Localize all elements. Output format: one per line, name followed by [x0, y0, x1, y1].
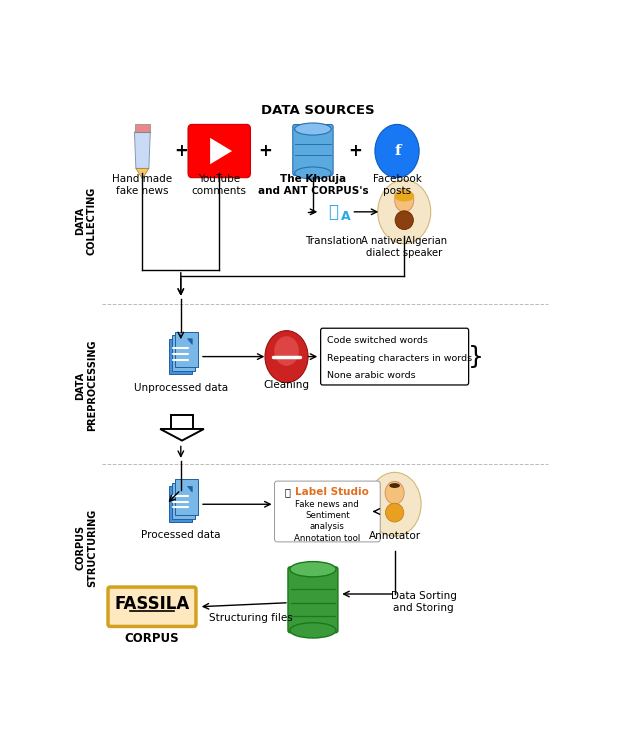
Text: CORPUS
STRUCTURING: CORPUS STRUCTURING — [76, 508, 97, 587]
Text: Annotator: Annotator — [368, 531, 421, 541]
FancyBboxPatch shape — [172, 483, 195, 519]
Polygon shape — [136, 168, 149, 179]
Text: The Khouja
and ANT CORPUS's: The Khouja and ANT CORPUS's — [258, 174, 368, 196]
Text: +: + — [348, 142, 361, 160]
FancyBboxPatch shape — [175, 480, 198, 515]
Text: +: + — [258, 142, 272, 160]
Ellipse shape — [294, 123, 331, 135]
Circle shape — [378, 180, 431, 244]
Text: DATA
COLLECTING: DATA COLLECTING — [76, 186, 97, 255]
Text: 文: 文 — [329, 203, 339, 221]
Text: Translation: Translation — [305, 236, 362, 246]
Ellipse shape — [294, 167, 331, 179]
Circle shape — [375, 124, 419, 177]
Text: Cleaning: Cleaning — [264, 380, 309, 390]
FancyBboxPatch shape — [175, 332, 198, 368]
FancyBboxPatch shape — [321, 328, 469, 385]
Text: Repeating characters in words: Repeating characters in words — [327, 353, 472, 362]
Polygon shape — [187, 338, 192, 344]
Polygon shape — [135, 132, 150, 168]
FancyBboxPatch shape — [172, 335, 195, 371]
Text: 🏷: 🏷 — [284, 487, 290, 497]
FancyBboxPatch shape — [288, 567, 338, 632]
Circle shape — [265, 331, 308, 383]
Text: Code switched words: Code switched words — [327, 336, 428, 345]
FancyBboxPatch shape — [171, 414, 193, 429]
FancyBboxPatch shape — [293, 125, 333, 175]
Text: +: + — [174, 142, 188, 160]
Text: None arabic words: None arabic words — [327, 371, 416, 380]
FancyBboxPatch shape — [108, 587, 196, 626]
Text: Structuring files: Structuring files — [208, 613, 293, 623]
Text: f: f — [395, 144, 401, 158]
FancyBboxPatch shape — [275, 481, 380, 542]
Text: Fake news and
Sentiment
analysis
Annotation tool: Fake news and Sentiment analysis Annotat… — [294, 500, 360, 542]
Text: FASSILA: FASSILA — [114, 595, 190, 613]
Ellipse shape — [389, 483, 400, 488]
Text: Processed data: Processed data — [141, 530, 221, 540]
Ellipse shape — [386, 503, 404, 522]
Circle shape — [385, 481, 404, 505]
FancyBboxPatch shape — [169, 338, 192, 374]
Text: Unprocessed data: Unprocessed data — [134, 383, 228, 393]
Text: Facebook
posts: Facebook posts — [373, 174, 422, 196]
Polygon shape — [187, 487, 192, 492]
Ellipse shape — [394, 190, 414, 202]
Text: DATA SOURCES: DATA SOURCES — [261, 104, 374, 117]
Text: CORPUS: CORPUS — [125, 632, 179, 644]
Polygon shape — [210, 138, 232, 164]
FancyBboxPatch shape — [188, 124, 250, 177]
Text: }: } — [467, 344, 484, 368]
Ellipse shape — [290, 623, 336, 638]
Text: A native Algerian
dialect speaker: A native Algerian dialect speaker — [361, 236, 447, 258]
Text: Label Studio: Label Studio — [295, 487, 369, 498]
Text: A: A — [341, 211, 350, 223]
Circle shape — [274, 336, 299, 366]
Text: YouTube
comments: YouTube comments — [192, 174, 247, 196]
Circle shape — [395, 189, 414, 212]
Text: DATA
PREPROCESSING: DATA PREPROCESSING — [76, 340, 97, 432]
Text: Data Sorting
and Storing: Data Sorting and Storing — [391, 591, 456, 613]
FancyBboxPatch shape — [135, 124, 149, 132]
Circle shape — [368, 472, 421, 536]
Ellipse shape — [290, 562, 336, 577]
Ellipse shape — [395, 211, 414, 229]
FancyBboxPatch shape — [169, 487, 192, 522]
Polygon shape — [160, 429, 204, 441]
Text: Hand made
fake news: Hand made fake news — [112, 174, 172, 196]
